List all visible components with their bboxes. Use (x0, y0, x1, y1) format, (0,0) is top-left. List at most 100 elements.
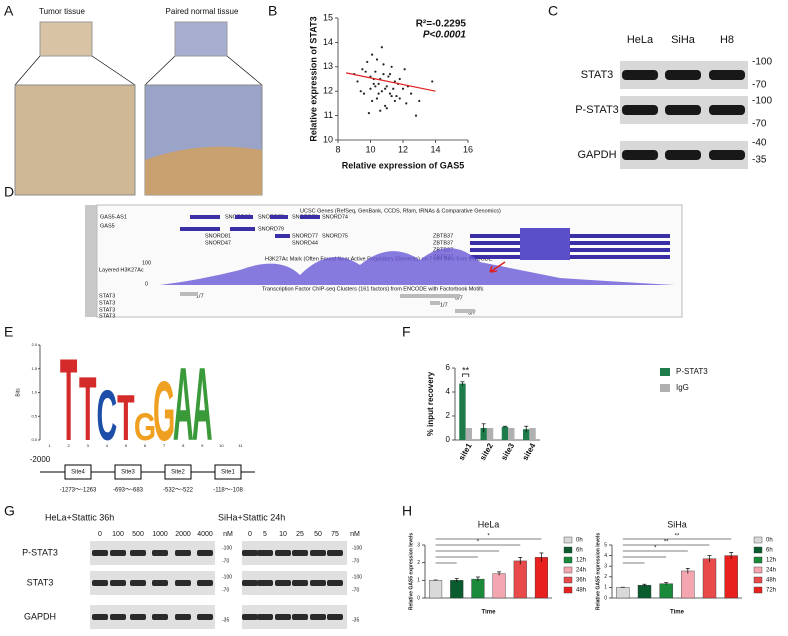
band (665, 150, 701, 160)
band (257, 580, 273, 586)
point (377, 82, 380, 85)
dose: 50 (314, 531, 322, 538)
band (257, 550, 273, 556)
y-axis-label: Relative GAS5 expression levels (408, 533, 414, 610)
browser-text: SNORD44 (292, 240, 318, 246)
legend-swatch (753, 546, 763, 554)
bar (637, 585, 652, 599)
y-tick-label: 3 (604, 564, 607, 570)
bar (534, 557, 548, 599)
band (257, 614, 273, 620)
bar (659, 583, 673, 599)
point (393, 99, 396, 103)
site-label: Site1 (221, 470, 235, 476)
logo-letter: G (153, 365, 175, 459)
zoom-line (91, 55, 136, 86)
band (327, 614, 343, 620)
point (392, 87, 395, 90)
dose-unit: nM (350, 531, 360, 538)
x-tick-label: site4 (521, 441, 538, 462)
point (390, 65, 393, 68)
y-tick-label: 5 (604, 542, 607, 548)
y-tick-label: 2 (417, 560, 420, 566)
site-label: Site3 (121, 470, 135, 476)
band (175, 550, 191, 556)
annotation: P<0.0001 (423, 30, 467, 41)
band (665, 70, 701, 80)
point (369, 75, 372, 78)
bar (486, 428, 494, 440)
legend-label: 24h (576, 568, 586, 574)
point (374, 70, 377, 73)
band (327, 550, 343, 556)
point (371, 53, 374, 56)
browser-text: ZBTB37 (433, 233, 453, 239)
browser-tracks: UCSC Genes (RefSeq, GenBank, CCDS, Rfam,… (99, 208, 675, 319)
legend-swatch (753, 536, 763, 544)
annotation: ** (675, 534, 680, 540)
mw-marker: -100 (222, 545, 232, 551)
annotation: * (477, 540, 480, 546)
panel-label: C (548, 3, 558, 19)
point (401, 87, 405, 90)
gene-bar (235, 215, 253, 219)
point (374, 85, 377, 88)
band (275, 580, 291, 586)
point (414, 114, 418, 117)
browser-text: 100 (142, 260, 151, 266)
band (242, 580, 258, 586)
zoom-line (144, 55, 176, 86)
logo-ytick: 0.0 (31, 437, 37, 442)
band (310, 580, 326, 586)
mw-marker: -35 (752, 155, 767, 166)
bar (480, 428, 487, 440)
legend-label: 12h (766, 558, 776, 564)
mw-marker: -70 (752, 80, 767, 91)
mw-marker: -35 (222, 617, 229, 623)
protein-label: GAPDH (577, 149, 616, 161)
band (197, 550, 213, 556)
gene-bar (270, 215, 288, 219)
mw-marker: -70 (352, 587, 359, 593)
legend-swatch (563, 546, 573, 554)
point (356, 80, 359, 83)
y-tick-label: 1 (604, 585, 607, 591)
sig-bracket (462, 373, 470, 377)
mw-marker: -35 (352, 617, 359, 623)
band (92, 550, 108, 556)
band (92, 580, 108, 586)
blot-title: SiHa+Stattic 24h (218, 512, 285, 522)
chip-cluster (455, 309, 475, 313)
band (292, 550, 308, 556)
y-tick-label: 13 (323, 61, 333, 71)
protein-label: STAT3 (27, 577, 54, 587)
band (292, 580, 308, 586)
point (382, 73, 385, 76)
logo-position: 8 (182, 443, 185, 448)
site-box (214, 464, 242, 480)
band (110, 614, 126, 620)
band (310, 550, 326, 556)
point (366, 60, 369, 64)
logo-letter: G (134, 406, 156, 449)
bar (724, 555, 738, 599)
point (375, 58, 379, 61)
browser-text: GAS5-AS1 (100, 214, 127, 220)
point (371, 99, 374, 103)
browser-text: UCSC Genes (RefSeq, GenBank, CCDS, Rfam,… (300, 208, 501, 214)
logo-letter: C (96, 376, 117, 456)
band (275, 550, 291, 556)
y-tick-label: 12 (323, 86, 333, 96)
bar (513, 560, 527, 599)
browser-text: STAT3 (99, 307, 115, 313)
y-tick-label: 3 (417, 542, 420, 548)
band (175, 614, 191, 620)
browser-text: SNORD79 (258, 226, 284, 232)
tissue-label: Paired normal tissue (166, 7, 239, 16)
h3k27ac (160, 247, 675, 285)
y-tick-label: 0 (604, 595, 607, 601)
chip-cluster (430, 301, 440, 305)
bar (429, 580, 443, 599)
point (385, 107, 388, 110)
